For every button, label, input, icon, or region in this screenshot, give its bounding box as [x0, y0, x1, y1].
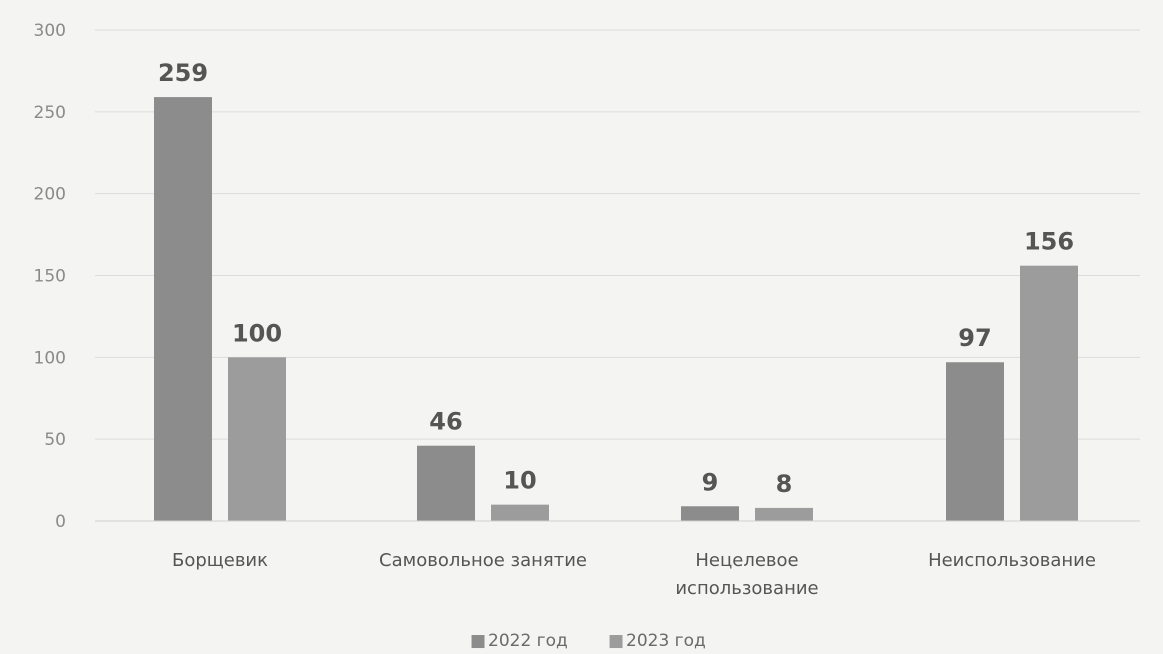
bar: [755, 507, 813, 521]
bars: [154, 97, 1078, 521]
data-label: 8: [776, 470, 793, 498]
bar: [946, 362, 1004, 521]
data-label: 259: [158, 59, 208, 87]
x-axis: Борщевик Самовольное занятие Нецелевое испо…: [95, 520, 1140, 599]
category-label: использование: [675, 578, 818, 599]
y-tick-label: 200: [34, 185, 66, 205]
bar: [417, 445, 475, 521]
category-label: Самовольное занятие: [379, 550, 587, 571]
bar: [681, 506, 739, 521]
data-label: 9: [702, 468, 719, 496]
data-label: 100: [232, 319, 282, 347]
bar: [1020, 265, 1078, 521]
y-tick-label: 250: [34, 103, 66, 123]
data-label: 10: [503, 467, 536, 495]
y-tick-label: 100: [34, 348, 66, 368]
bar: [154, 97, 212, 521]
y-axis: 0 50 100 150 200 250 300: [34, 21, 66, 532]
category-label: Нецелевое: [695, 550, 798, 571]
bar: [228, 357, 286, 521]
data-label: 46: [429, 408, 462, 436]
y-tick-label: 50: [44, 430, 66, 450]
data-label: 97: [958, 324, 991, 352]
legend-entry: 2023 год: [626, 631, 706, 651]
legend-entry: 2022 год: [488, 631, 568, 651]
y-tick-label: 150: [34, 267, 66, 287]
data-labels: 259 46 9 97 100 10 8 156: [158, 59, 1074, 498]
legend-marker: ■: [608, 631, 624, 651]
legend-marker: ■: [470, 631, 486, 651]
data-label: 156: [1024, 228, 1074, 256]
y-tick-label: 300: [34, 21, 66, 41]
legend: ■ 2022 год ■ 2023 год: [470, 631, 706, 651]
bar: [491, 504, 549, 521]
y-tick-label: 0: [55, 512, 66, 532]
category-label: Борщевик: [172, 550, 268, 571]
category-label: Неиспользование: [928, 550, 1096, 571]
